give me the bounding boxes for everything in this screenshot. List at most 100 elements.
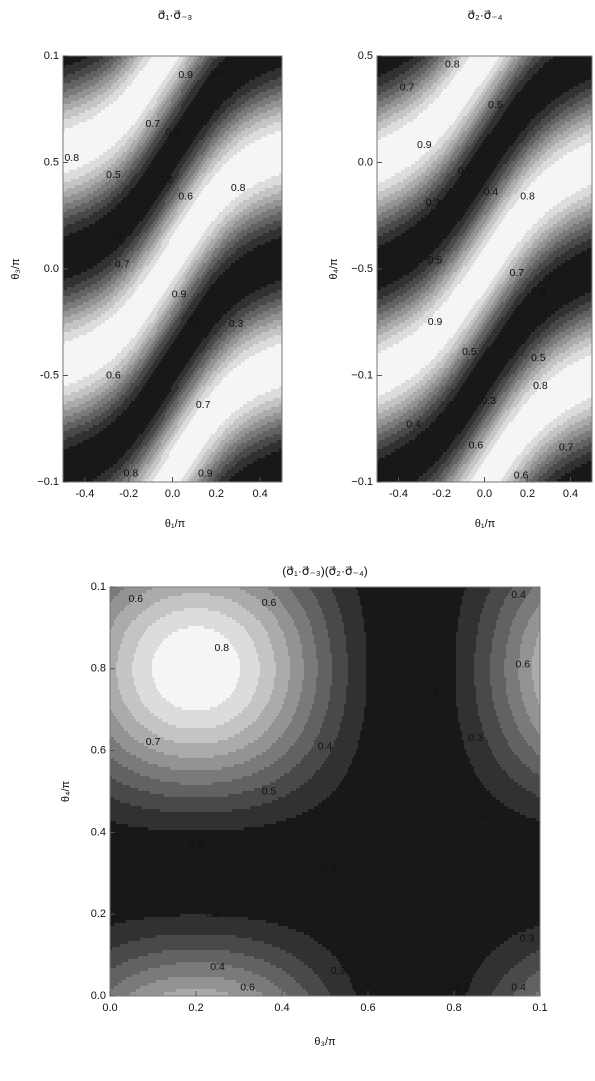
contour-band — [271, 101, 282, 104]
contour-band — [175, 443, 205, 446]
contour-band — [569, 311, 583, 314]
contour-band — [521, 185, 529, 188]
contour-band — [537, 266, 545, 269]
contour-band — [173, 119, 179, 122]
contour-band — [123, 287, 129, 290]
contour-band — [443, 152, 449, 155]
contour-band — [131, 356, 137, 359]
contour-band — [377, 314, 391, 317]
contour-band — [577, 350, 592, 353]
contour-band — [119, 164, 125, 167]
contour-band — [377, 365, 425, 368]
contour-band — [501, 371, 509, 374]
contour-band — [575, 110, 587, 113]
contour-band — [131, 371, 135, 374]
contour-band — [441, 305, 473, 308]
contour-band — [497, 287, 503, 290]
contour-band — [521, 176, 529, 179]
contour-band — [135, 152, 141, 155]
contour-band — [501, 317, 509, 320]
contour-band — [377, 167, 405, 170]
contour-band — [541, 164, 551, 167]
contour-band — [451, 269, 457, 272]
contour-band — [433, 410, 443, 413]
contour-band — [377, 116, 389, 119]
contour-band — [507, 203, 515, 206]
contour-band — [65, 110, 85, 113]
contour-band — [515, 140, 523, 143]
contour-band — [155, 92, 161, 95]
contour-band — [483, 293, 489, 296]
contour-band — [169, 215, 175, 218]
contour-band — [499, 284, 505, 287]
contour-band — [537, 176, 592, 179]
contour-band — [435, 401, 441, 404]
contour-band — [219, 137, 227, 140]
contour-band — [103, 404, 111, 407]
contour-band — [471, 371, 501, 374]
contour-band — [185, 110, 215, 113]
contour-band — [443, 143, 449, 146]
contour-band — [201, 68, 207, 71]
contour-band — [489, 176, 495, 179]
contour-band — [101, 164, 111, 167]
contour-band — [211, 347, 217, 350]
contour-band — [221, 236, 227, 239]
contour-band — [453, 290, 485, 293]
contour-band — [141, 113, 147, 116]
contour-band — [377, 233, 383, 236]
contour-band — [153, 353, 159, 356]
contour-band — [537, 230, 545, 233]
contour-band — [529, 254, 535, 257]
contour-band — [429, 308, 439, 311]
contour-band — [493, 233, 525, 236]
contour-band — [115, 302, 125, 305]
contour-band — [499, 71, 505, 74]
contour-band — [165, 86, 171, 89]
contour-band — [235, 251, 247, 254]
contour-band — [147, 149, 153, 152]
contour-band — [443, 134, 451, 137]
contour-band — [519, 257, 525, 260]
contour-band — [229, 371, 282, 374]
contour-band — [109, 293, 117, 296]
contour-band — [143, 356, 147, 359]
contour-band — [241, 437, 251, 440]
contour-band — [503, 386, 509, 389]
contour-band — [517, 368, 523, 371]
contour-band — [533, 278, 543, 281]
contour-band — [149, 146, 155, 149]
contour-band — [101, 323, 143, 326]
contour-band — [549, 128, 557, 131]
contour-band — [463, 116, 469, 119]
contour-band — [449, 263, 455, 266]
contour-band — [509, 194, 513, 197]
contour-band — [191, 161, 195, 164]
contour-band — [443, 164, 449, 167]
contour-band — [461, 332, 467, 335]
contour-band — [63, 311, 79, 314]
contour-band — [441, 395, 447, 398]
contour-band — [63, 338, 73, 341]
contour-band — [139, 116, 145, 119]
contour-band — [247, 227, 259, 230]
contour-band — [377, 197, 383, 200]
contour-band — [385, 203, 399, 206]
contour-band — [521, 302, 569, 305]
contour-band — [237, 446, 247, 449]
contour-band — [509, 371, 515, 374]
contour-band — [189, 263, 193, 266]
contour-band — [175, 338, 203, 341]
contour-band — [151, 443, 155, 446]
contour-band — [221, 476, 231, 479]
contour-band — [63, 326, 79, 329]
contour-band — [495, 113, 503, 116]
contour-band — [149, 314, 157, 317]
contour-label: 0.6 — [106, 369, 121, 381]
contour-band — [513, 356, 519, 359]
contour-band — [129, 152, 135, 155]
contour-band — [533, 341, 541, 344]
contour-band — [95, 176, 105, 179]
contour-band — [487, 218, 491, 221]
contour-band — [489, 293, 493, 296]
